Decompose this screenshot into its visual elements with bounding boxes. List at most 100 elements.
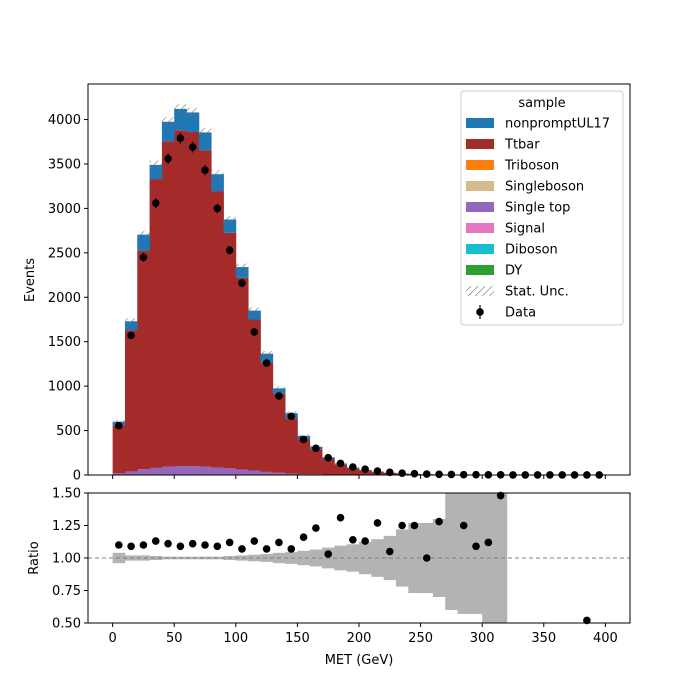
data-point [250, 328, 259, 336]
ratio-point [250, 537, 259, 545]
bar-ttbar [137, 250, 150, 470]
stacked-histogram [112, 108, 532, 475]
ratio-panel: 0.50 0.75 1.00 1.25 1.50 0 50 100 150 200 250 300 3… [27, 487, 631, 668]
ratio-point [139, 541, 148, 549]
bar-ttbar [248, 319, 261, 471]
bar-nonpromptul17 [211, 174, 224, 192]
ratio-band-bin [395, 529, 409, 587]
bar-nonpromptul17 [174, 108, 187, 131]
y-tick-label: 500 [56, 424, 81, 439]
stat-unc-hatch [198, 128, 212, 137]
legend-label: Single top [505, 201, 570, 216]
stat-unc-hatch [149, 160, 162, 170]
bar-ttbar [235, 277, 249, 470]
bar-single-top [223, 468, 237, 475]
x-tick-label: 400 [593, 631, 618, 646]
ratio-point [201, 541, 209, 549]
ratio-point [127, 542, 135, 551]
stat-unc-hatch [161, 117, 175, 127]
data-point [201, 166, 209, 174]
data-point [361, 465, 369, 474]
x-tick-label: 200 [347, 631, 372, 646]
legend-box [460, 90, 624, 326]
main-y-ticks: 0 500 1000 1500 2000 2500 3000 3500 4000 [48, 113, 88, 484]
legend-swatch [466, 244, 494, 254]
bar-ttbar [223, 232, 237, 469]
ratio-point [386, 547, 394, 556]
data-point [373, 467, 382, 475]
x-tick-label: 350 [531, 631, 556, 646]
bar-nonpromptul17 [235, 267, 249, 278]
data-point [164, 154, 172, 163]
y-tick-label: 3000 [48, 202, 81, 217]
bar-ttbar [346, 468, 360, 475]
x-tick-label: 0 [108, 631, 116, 646]
ratio-band-bin [297, 550, 311, 566]
data-point [435, 470, 443, 479]
ratio-point [324, 550, 333, 558]
stat-unc-hatch [223, 215, 236, 224]
ratio-band-bin [408, 522, 421, 594]
ratio-points [115, 491, 591, 625]
data-point [312, 444, 320, 453]
legend: sample nonpromptUL17 Ttbar Triboson Singleb… [460, 90, 624, 326]
ratio-point [336, 513, 345, 522]
stat-unc-hatch [186, 107, 199, 117]
ratio-x-ticks: 0 50 100 150 200 250 300 350 400 [108, 623, 618, 646]
ratio-band-bin [149, 556, 163, 560]
stat-unc-hatch [272, 386, 286, 391]
bar-ttbar [260, 362, 274, 472]
y-tick-label: 2000 [48, 291, 81, 306]
data-point [349, 463, 357, 471]
x-tick-label: 300 [470, 631, 495, 646]
bar-ttbar [334, 464, 348, 475]
bar-single-top [285, 473, 298, 475]
bar-single-top [149, 467, 163, 475]
bar-single-top [260, 471, 274, 475]
ratio-point [583, 616, 591, 625]
data-point [139, 253, 148, 262]
bar-single-top [248, 470, 261, 475]
ratio-band-bin [346, 544, 360, 572]
legend-swatch [466, 265, 494, 275]
data-point [447, 470, 456, 479]
ratio-point [225, 538, 234, 547]
ratio-point [287, 545, 296, 553]
stat-unc-hatch [248, 307, 261, 314]
bar-single-top [272, 472, 286, 475]
stat-unc-hatch [174, 104, 187, 114]
bar-nonpromptul17 [260, 353, 274, 363]
data-point [176, 134, 185, 143]
data-point [398, 469, 406, 478]
bar-ttbar [272, 393, 286, 473]
bar-nonpromptul17 [198, 132, 212, 151]
bar-ttbar [309, 449, 323, 475]
legend-label: Triboson [504, 159, 559, 174]
stat-unc-hatch [211, 170, 224, 179]
ratio-point [188, 539, 197, 548]
data-point [127, 331, 135, 340]
bar-ttbar [211, 191, 224, 468]
bar-ttbar [285, 418, 298, 474]
y-tick-label: 0 [73, 469, 81, 484]
y-tick-label: 2500 [48, 246, 81, 261]
ratio-point [164, 539, 172, 548]
ratio-point [410, 521, 419, 530]
data-point [299, 435, 308, 444]
ratio-band-bin [359, 541, 372, 575]
ratio-point [115, 541, 123, 549]
bar-single-top [112, 473, 126, 475]
data-point [275, 392, 283, 400]
ratio-band-bin [445, 493, 458, 610]
bar-single-top [174, 466, 187, 475]
data-point [422, 470, 431, 478]
stat-unc-hatch [124, 318, 138, 325]
bar-ttbar [322, 459, 335, 475]
y-tick-label: 1500 [48, 335, 81, 350]
bar-ttbar [124, 330, 138, 472]
bar-ttbar [186, 131, 200, 467]
ratio-point [176, 542, 185, 551]
ratio-y-tick-label: 1.00 [52, 552, 81, 567]
bar-ttbar [297, 439, 311, 475]
legend-swatch [466, 223, 494, 233]
